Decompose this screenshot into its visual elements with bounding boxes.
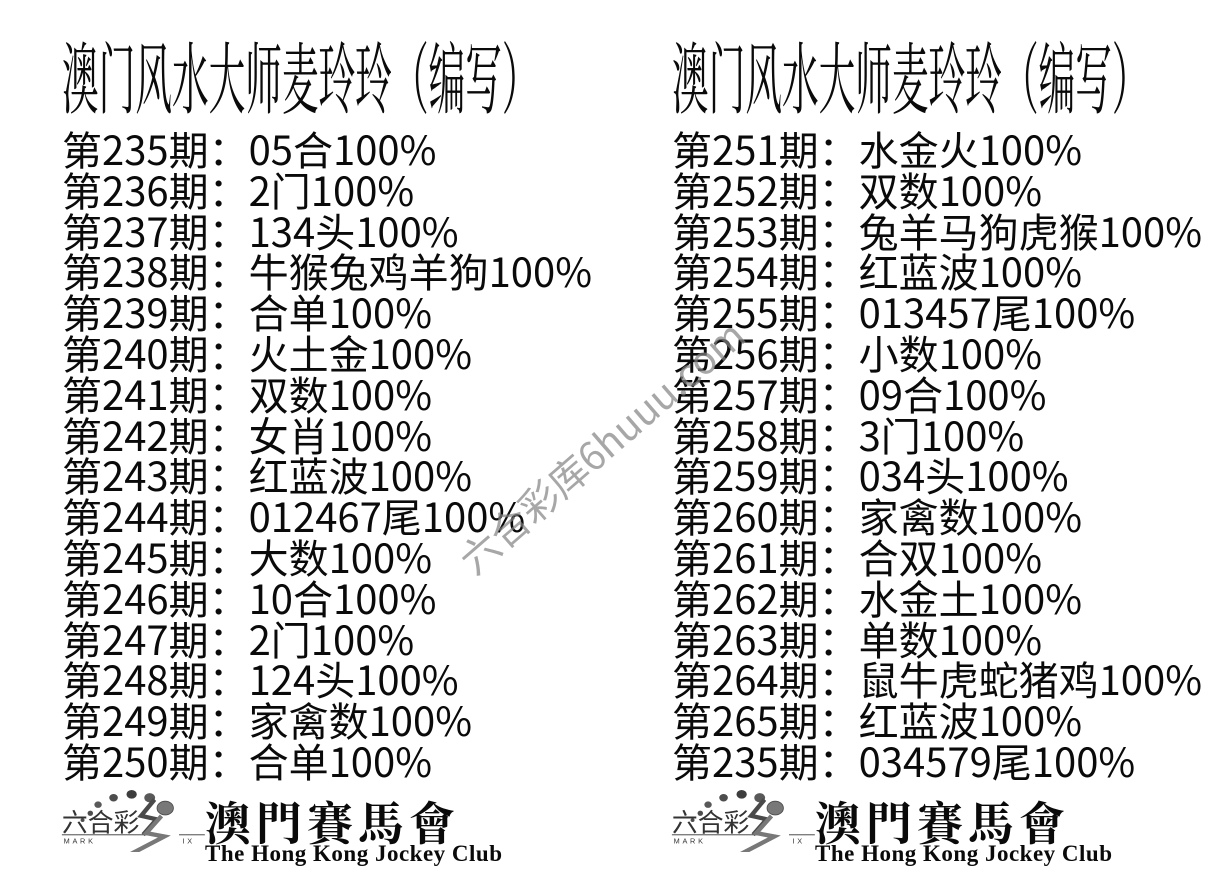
svg-text:MARK: MARK <box>64 836 96 845</box>
svg-text:六合彩: 六合彩 <box>672 802 750 839</box>
svg-text:IX: IX <box>792 836 804 845</box>
svg-text:六合彩: 六合彩 <box>62 802 140 839</box>
svg-text:IX: IX <box>182 836 194 845</box>
svg-text:MARK: MARK <box>674 836 706 845</box>
